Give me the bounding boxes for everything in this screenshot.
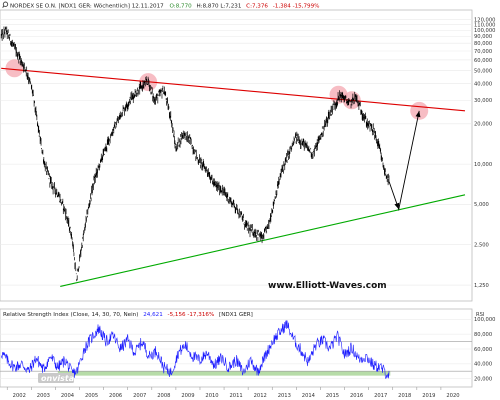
x-axis-year-label: 2015 [326, 393, 339, 399]
rsi-value: 24,621 [143, 312, 163, 318]
price-ytick-label: 30,000 [474, 98, 492, 104]
rsi-ytick-label: 100,000 [474, 317, 495, 323]
x-axis: 2002 2003 2004 2005 2006 2007 2008 2009 2010 2011… [6, 387, 460, 399]
x-axis-year-label: 2006 [109, 393, 122, 399]
x-axis-year-label: 2004 [61, 393, 75, 399]
price-ytick-label: 2,500 [474, 243, 489, 249]
trendline [1, 67, 466, 112]
x-axis-year-label: 2020 [446, 393, 459, 399]
rsi-header: Relative Strength Index (Close, 14, 30, … [3, 312, 138, 318]
x-axis-year-label: 2017 [374, 393, 387, 399]
price-ytick-label: 100,000 [474, 28, 495, 34]
header-close: C:7,376 [246, 4, 268, 10]
x-axis-year-label: 2011 [230, 393, 243, 399]
price-ytick-label: 60,000 [474, 58, 492, 64]
price-ytick-label: 120,000 [474, 17, 495, 23]
price-ytick-label: 1,250 [474, 283, 489, 289]
x-axis-year-label: 2019 [422, 393, 435, 399]
price-ytick-label: 5,000 [474, 202, 489, 208]
price-ytick-label: 110,000 [474, 23, 495, 29]
header-open: O:8,770 [170, 4, 193, 10]
x-axis-year-label: 2010 [205, 393, 218, 399]
rsi-ytick-label: 60,000 [474, 347, 492, 353]
header-high-low: H:8,870 L:7,231 [196, 4, 241, 10]
rsi-ytick-label: 40,000 [474, 362, 492, 368]
svg-text:NORDEX SE O.N. [NDX1 GER: Wöch: NORDEX SE O.N. [NDX1 GER: Wöchentlich] 1… [10, 4, 319, 10]
header-change: -1,384 -15,799% [273, 4, 320, 10]
rsi-oversold-band [57, 371, 391, 376]
price-ytick-label: 10,000 [474, 162, 492, 168]
chart-header: NORDEX SE O.N. [NDX1 GER: Wöchentlich] 1… [2, 1, 319, 10]
price-ytick-label: 50,000 [474, 68, 492, 74]
price-ytick-label: 40,000 [474, 81, 492, 87]
x-axis-year-label: 2016 [350, 393, 363, 399]
price-panel: 1,250 2,500 5,000 10,000 20,000 30,000 40,000 5… [0, 9, 495, 302]
x-axis-year-label: 2018 [398, 393, 411, 399]
logo-text: onvista [41, 374, 74, 383]
x-axis-year-label: 2014 [302, 393, 316, 399]
price-ytick-label: 70,000 [474, 49, 492, 55]
trendline [60, 194, 466, 287]
rsi-panel: Relative Strength Index (Close, 14, 30, … [0, 308, 495, 388]
x-axis-year-label: 2009 [181, 393, 194, 399]
price-ytick-label: 80,000 [474, 41, 492, 47]
projection-arrowhead [394, 202, 400, 210]
x-axis-year-label: 2002 [13, 393, 26, 399]
projection-arrowhead [415, 110, 421, 118]
x-axis-year-label: 2012 [254, 393, 267, 399]
onvista-logo: onvista [38, 373, 74, 383]
rsi-symbol: [NDX1 GER] [219, 312, 253, 318]
x-axis-year-label: 2005 [85, 393, 98, 399]
x-axis-year-label: 2007 [133, 393, 146, 399]
price-ytick-label: 90,000 [474, 34, 492, 40]
magnifier-icon[interactable] [2, 1, 9, 8]
pivot-highlight-circle [5, 59, 24, 78]
header-title: NORDEX SE O.N. [NDX1 GER: Wöchentlich] 1… [10, 4, 164, 10]
x-axis-year-label: 2003 [37, 393, 50, 399]
x-axis-year-label: 2008 [157, 393, 170, 399]
rsi-change: -5,156 -17,316% [168, 312, 215, 318]
rsi-line [0, 320, 390, 380]
svg-text:Relative Strength Index (Close: Relative Strength Index (Close, 14, 30, … [3, 312, 253, 318]
price-panel-frame [0, 9, 473, 302]
rsi-panel-label: RSI [476, 312, 485, 318]
price-ytick-label: 20,000 [474, 122, 492, 128]
x-axis-year-label: 2013 [278, 393, 291, 399]
watermark: www.Elliott-Waves.com [268, 281, 387, 291]
rsi-ytick-label: 80,000 [474, 332, 492, 338]
rsi-ytick-label: 20,000 [474, 376, 492, 382]
